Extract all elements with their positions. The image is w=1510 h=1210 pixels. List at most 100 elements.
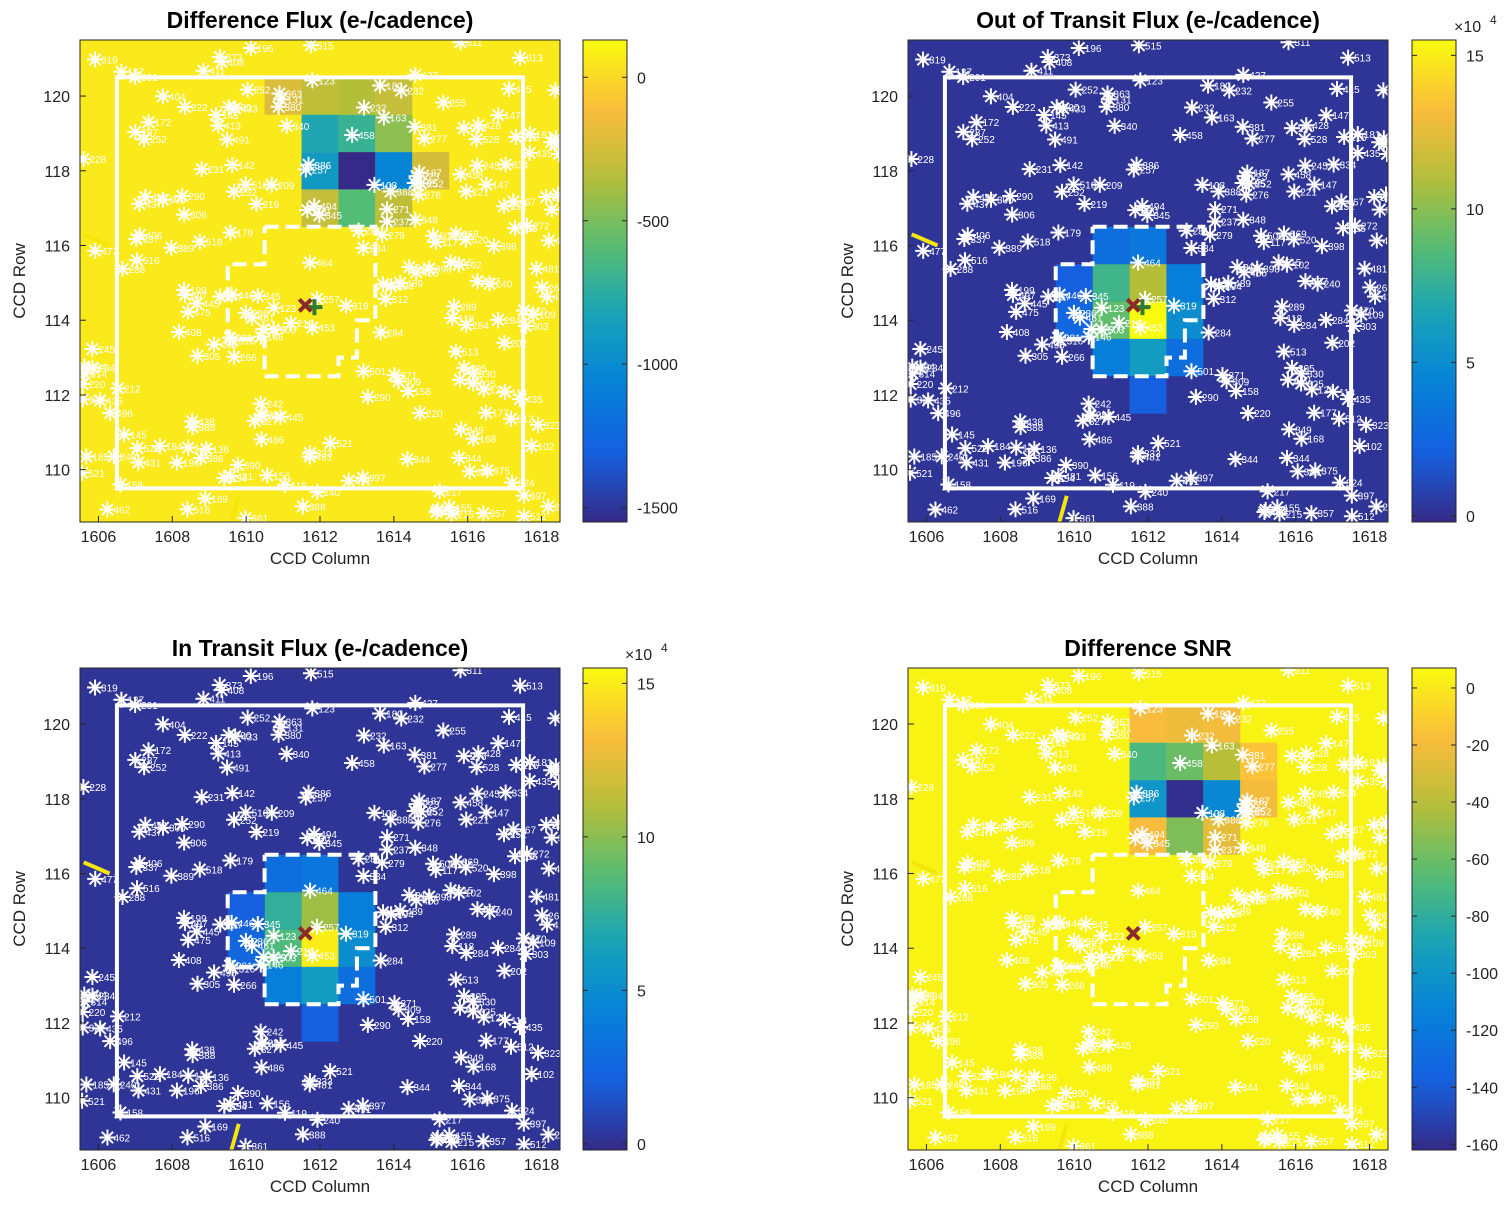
svg-text:344: 344 [465,1082,482,1093]
svg-text:306: 306 [190,839,207,850]
svg-text:518: 518 [206,238,223,249]
svg-text:184: 184 [994,442,1011,453]
svg-text:461: 461 [258,942,275,953]
svg-text:305: 305 [203,352,220,363]
svg-text:196: 196 [257,44,274,55]
x-tick-label: 1606 [81,1157,117,1174]
svg-text:163: 163 [390,742,407,753]
svg-text:510: 510 [1080,180,1097,191]
svg-text:413: 413 [224,122,241,133]
svg-text:404: 404 [169,92,186,103]
svg-text:288: 288 [129,893,146,904]
svg-text:397: 397 [530,492,547,503]
svg-text:477: 477 [929,247,946,258]
heatmap-cell [1130,743,1167,780]
svg-text:319: 319 [352,302,369,313]
svg-text:172: 172 [155,118,172,129]
colorbar-tick-label: 15 [1466,48,1484,65]
svg-text:237: 237 [393,845,410,856]
svg-text:289: 289 [1288,302,1305,313]
svg-text:344: 344 [1293,454,1310,465]
svg-text:506: 506 [439,232,456,243]
x-tick-label: 1610 [228,529,264,546]
colorbar-tick-label: 10 [637,830,655,847]
y-tick-label: 110 [44,463,70,480]
svg-text:413: 413 [1052,122,1069,133]
svg-text:220: 220 [426,409,443,420]
svg-text:145: 145 [130,1059,147,1070]
svg-text:177: 177 [492,409,509,420]
svg-text:451: 451 [561,714,578,725]
svg-text:212: 212 [952,384,969,395]
svg-text:521: 521 [88,1097,105,1108]
svg-text:278: 278 [1382,1131,1399,1142]
svg-text:415: 415 [1343,85,1360,96]
colorbar [1412,40,1456,522]
svg-text:528: 528 [483,135,500,146]
panel-4: 3713894042453494381472574952841683164244… [838,635,1498,1196]
svg-text:267: 267 [1376,283,1393,294]
svg-text:431: 431 [972,458,989,469]
svg-text:199: 199 [190,286,207,297]
svg-text:266: 266 [1068,353,1085,364]
svg-text:300: 300 [562,768,579,779]
svg-text:278: 278 [554,503,571,514]
svg-text:390: 390 [244,1089,261,1100]
svg-text:491: 491 [355,1105,372,1116]
svg-text:515: 515 [317,669,334,680]
svg-text:136: 136 [212,445,229,456]
colorbar-tick-label: 15 [637,676,655,693]
svg-text:389: 389 [1392,190,1409,201]
svg-text:300: 300 [1390,140,1407,151]
colorbar-tick-label: -500 [637,214,669,231]
svg-text:215: 215 [1285,510,1302,521]
heatmap-cell [302,115,339,152]
y-tick-label: 118 [44,164,70,181]
svg-text:389: 389 [564,818,581,829]
svg-text:242: 242 [267,1028,284,1039]
svg-text:288: 288 [129,265,146,276]
svg-text:276: 276 [424,191,441,202]
svg-text:300: 300 [169,824,186,835]
svg-text:145: 145 [958,431,975,442]
svg-text:305: 305 [1031,352,1048,363]
svg-text:142: 142 [238,789,255,800]
svg-text:146: 146 [1095,333,1112,344]
svg-text:375: 375 [493,466,510,477]
svg-text:145: 145 [1050,111,1067,122]
chart-title: In Transit Flux (e-/cadence) [172,635,469,661]
svg-text:281: 281 [236,962,253,973]
svg-text:398: 398 [1328,242,1345,253]
svg-text:521: 521 [336,1067,353,1078]
svg-text:220: 220 [917,1008,934,1019]
heatmap-cell [1166,264,1203,301]
heatmap-cell [1166,817,1203,854]
y-tick-label: 120 [43,717,70,734]
svg-text:316: 316 [415,263,432,274]
svg-text:516: 516 [193,505,210,516]
svg-text:271: 271 [393,833,410,844]
svg-text:181: 181 [1364,130,1381,141]
svg-text:415: 415 [515,713,532,724]
x-tick-label: 1610 [228,1157,264,1174]
svg-text:373: 373 [1054,53,1071,64]
svg-text:303: 303 [1360,322,1377,333]
svg-text:363: 363 [286,718,303,729]
svg-text:179: 179 [236,857,253,868]
svg-text:458: 458 [467,798,484,809]
svg-text:172: 172 [155,746,172,757]
svg-text:462: 462 [113,506,130,517]
svg-text:177: 177 [492,1037,509,1048]
y-axis-label: CCD Row [838,870,857,946]
svg-text:245: 245 [98,973,115,984]
svg-text:252: 252 [254,86,271,97]
x-tick-label: 1610 [1056,529,1092,546]
svg-text:220: 220 [426,1037,443,1048]
svg-text:388: 388 [1225,816,1242,827]
svg-text:528: 528 [1311,763,1328,774]
svg-text:344: 344 [465,454,482,465]
svg-text:245: 245 [483,790,500,801]
chart-title: Difference SNR [1064,635,1232,661]
y-tick-label: 118 [44,792,70,809]
svg-text:410: 410 [466,376,483,387]
